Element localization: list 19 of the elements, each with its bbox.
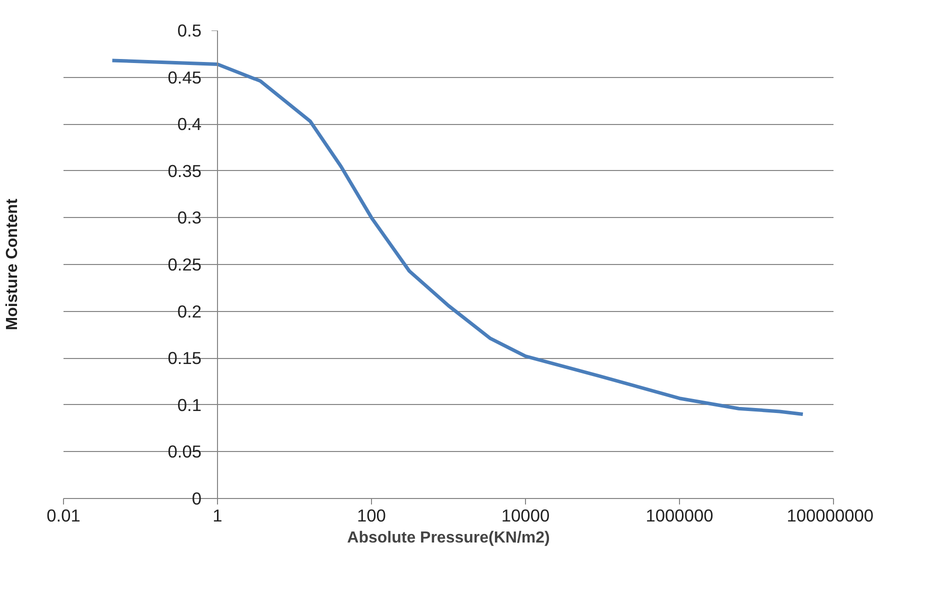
x-tick-label: 10000 [501,506,550,526]
y-tick-label: 0.5 [177,20,202,40]
y-tick-label: 0.15 [168,348,202,368]
y-tick-label: 0.3 [177,208,202,228]
y-tick-label: 0.4 [177,114,202,134]
x-tick-label: 1 [212,506,222,526]
y-tick-label: 0.2 [177,301,202,322]
x-tick-label: 100 [357,506,386,526]
y-axis-title: Moisture Content [4,198,21,330]
y-tick-label: 0.45 [168,67,202,88]
x-tick-label: 0.01 [46,506,80,526]
y-tick-label: 0.1 [177,394,202,415]
y-tick-label: 0.25 [168,254,202,274]
y-tick-label: 0.05 [168,442,202,462]
x-tick-label: 100000000 [786,506,874,526]
y-tick-label: 0.35 [168,160,202,181]
x-axis-title: Absolute Pressure(KN/m2) [347,530,550,546]
x-tick-label: 1000000 [646,506,714,526]
y-tick-label: 0 [192,488,202,508]
